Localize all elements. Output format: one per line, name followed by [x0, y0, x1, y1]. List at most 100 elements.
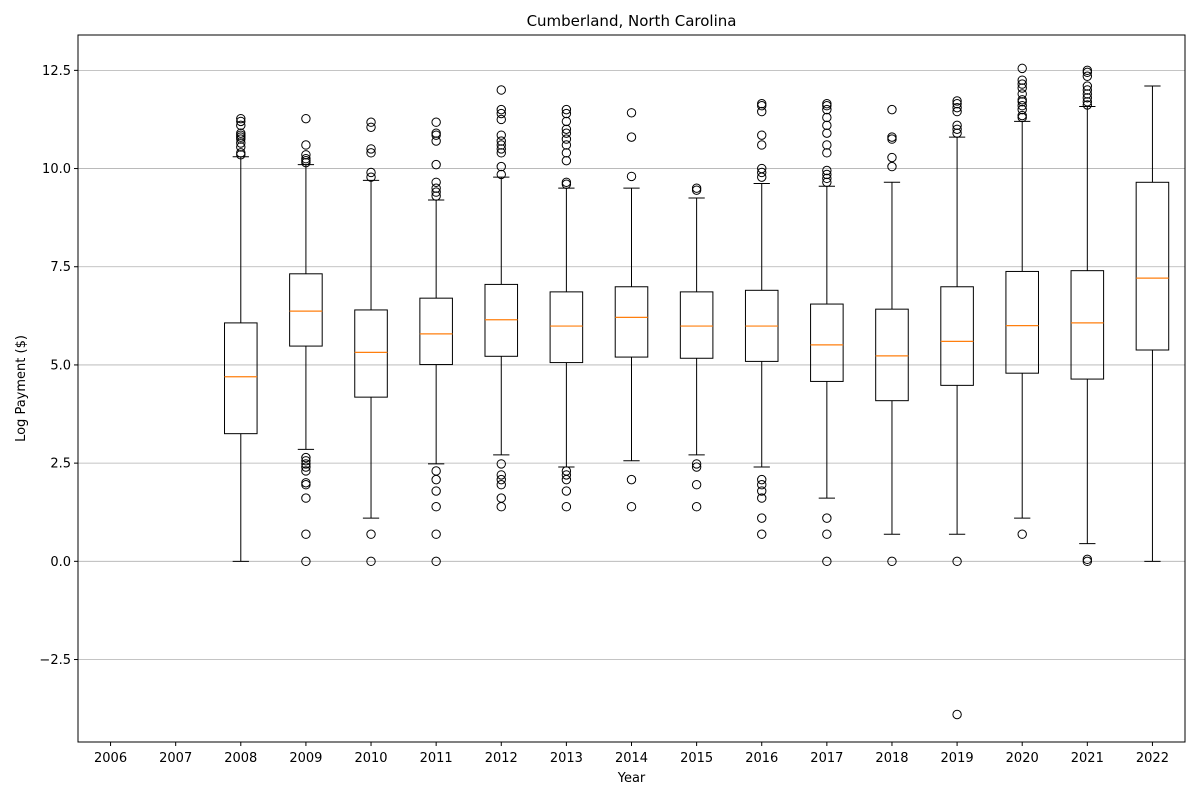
outlier-point	[496, 85, 506, 95]
outlier-point	[236, 138, 246, 148]
outlier-point	[496, 130, 506, 140]
outlier-point	[952, 99, 962, 109]
box-2011	[419, 117, 453, 567]
y-tick-label: 0.0	[50, 555, 71, 570]
outlier-point	[1017, 529, 1027, 539]
box-2022	[1135, 85, 1170, 562]
outlier-point	[496, 104, 506, 115]
iqr-box	[549, 291, 584, 364]
x-tick-label: 2018	[875, 751, 908, 766]
outlier-point	[691, 480, 702, 490]
outlier-point	[431, 502, 441, 512]
x-axis-label: Year	[617, 771, 646, 786]
outlier-point	[626, 132, 637, 142]
outlier-point	[952, 102, 962, 113]
outlier-point	[431, 556, 441, 567]
outlier-point	[691, 502, 702, 512]
outlier-point	[822, 556, 832, 567]
outlier-point	[366, 117, 376, 127]
outlier-point	[952, 106, 962, 117]
x-tick-label: 2020	[1006, 751, 1039, 766]
x-tick-label: 2016	[745, 751, 778, 766]
outlier-point	[236, 120, 246, 131]
outlier-point	[757, 486, 767, 496]
outlier-point	[366, 529, 376, 539]
outlier-point	[561, 155, 572, 166]
outlier-point	[822, 173, 832, 184]
iqr-box	[940, 286, 974, 386]
iqr-box	[1005, 270, 1039, 374]
outlier-point	[822, 513, 832, 523]
outlier-point	[822, 104, 832, 115]
outlier-point	[236, 142, 246, 152]
outlier-point	[561, 140, 572, 150]
outlier-point	[952, 96, 962, 106]
outlier-point	[1017, 83, 1027, 93]
x-tick-label: 2008	[224, 751, 257, 766]
outlier-point	[431, 486, 441, 496]
outlier-point	[366, 144, 376, 154]
outlier-point	[561, 124, 572, 134]
outlier-point	[431, 159, 441, 170]
outlier-point	[301, 456, 311, 466]
outlier-point	[236, 148, 246, 158]
outlier-point	[626, 474, 637, 485]
outlier-point	[1017, 95, 1027, 105]
outlier-point	[431, 128, 441, 138]
y-tick-label: −2.5	[39, 653, 71, 668]
outlier-point	[822, 165, 832, 176]
outlier-point	[496, 114, 506, 125]
iqr-box	[1070, 270, 1105, 380]
outlier-point	[301, 556, 311, 567]
box-2008	[224, 113, 258, 562]
box-2019	[940, 96, 974, 720]
y-axis-label: Log Payment ($)	[14, 335, 29, 442]
outlier-point	[952, 128, 962, 138]
outlier-point	[561, 108, 572, 119]
boxplot-series	[224, 63, 1170, 720]
x-tick-label: 2012	[485, 751, 518, 766]
outlier-point	[757, 474, 767, 485]
x-tick-label: 2021	[1071, 751, 1104, 766]
outlier-point	[887, 132, 897, 142]
outlier-point	[496, 144, 506, 154]
outlier-point	[366, 172, 376, 182]
outlier-point	[496, 161, 506, 172]
x-tick-label: 2007	[159, 751, 192, 766]
outlier-point	[757, 480, 767, 490]
y-tick-label: 12.5	[42, 64, 71, 79]
outlier-point	[757, 140, 767, 150]
iqr-box	[614, 286, 649, 358]
outlier-point	[236, 116, 246, 127]
iqr-box	[679, 291, 714, 359]
outlier-point	[561, 470, 572, 480]
iqr-box	[810, 303, 844, 382]
outlier-point	[822, 148, 832, 158]
outlier-point	[1017, 79, 1027, 89]
outlier-point	[496, 459, 506, 469]
outlier-point	[626, 171, 637, 182]
outlier-point	[561, 502, 572, 512]
outlier-point	[1082, 65, 1093, 76]
outlier-point	[366, 167, 376, 178]
outlier-point	[1017, 75, 1027, 85]
outlier-point	[366, 122, 376, 133]
outlier-point	[561, 134, 572, 144]
outlier-point	[822, 112, 832, 123]
x-tick-label: 2019	[941, 751, 974, 766]
outlier-point	[757, 106, 767, 117]
axes: −2.5 0.0 2.5 5.0 7.5 10.0 12.5 2006 2007 2008 2009…	[39, 64, 1169, 766]
outlier-point	[431, 191, 441, 201]
outlier-point	[496, 474, 506, 485]
x-tick-label: 2017	[810, 751, 843, 766]
x-tick-label: 2010	[354, 751, 387, 766]
outlier-point	[431, 117, 441, 127]
outlier-point	[822, 99, 832, 109]
outlier-point	[757, 167, 767, 178]
outlier-point	[952, 556, 962, 567]
outlier-point	[887, 104, 897, 115]
outlier-point	[822, 177, 832, 187]
outlier-point	[561, 486, 572, 496]
iqr-box	[1135, 181, 1170, 351]
